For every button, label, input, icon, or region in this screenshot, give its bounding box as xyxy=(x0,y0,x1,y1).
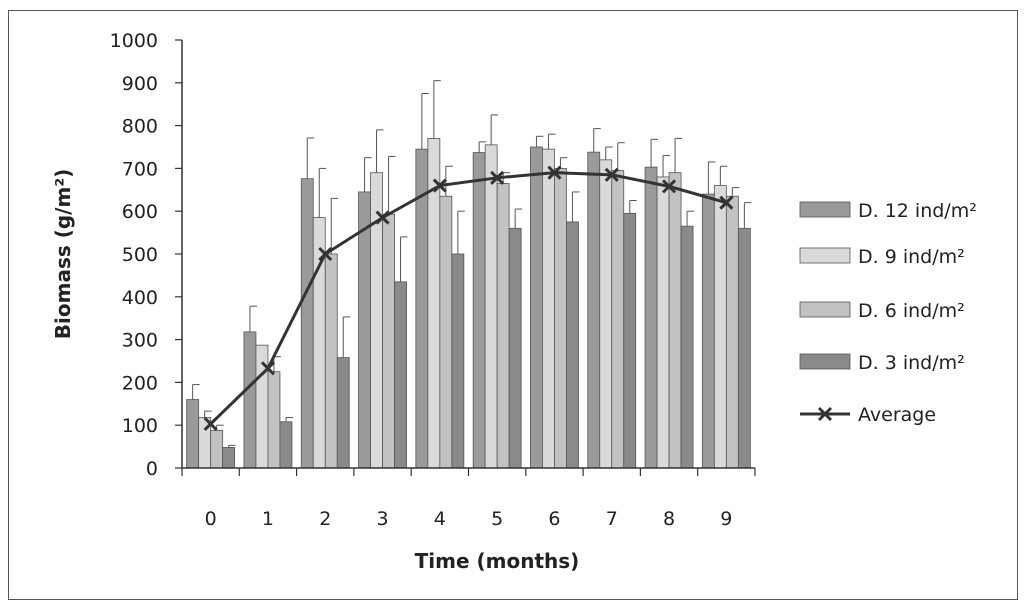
bar-s3-m9 xyxy=(725,195,739,469)
y-tick-label: 900 xyxy=(122,73,158,95)
x-tick-label: 4 xyxy=(434,508,446,530)
bar-s1-m6 xyxy=(530,146,543,469)
bar-s3-m6 xyxy=(554,167,567,469)
bar-s4-m9 xyxy=(737,227,751,469)
x-tick-label: 9 xyxy=(720,508,732,530)
average-line xyxy=(209,171,727,425)
bar-s2-m9 xyxy=(713,185,727,469)
average-marker-m1 xyxy=(260,361,276,376)
average-marker-m6 xyxy=(547,165,562,180)
bar-s3-m5 xyxy=(496,182,510,469)
bar-s4-m2 xyxy=(336,357,350,469)
legend-swatch-s4 xyxy=(799,353,851,370)
bar-s3-m0 xyxy=(210,429,224,469)
average-line-layer xyxy=(203,165,734,431)
bar-s2-m6 xyxy=(542,148,555,469)
legend-swatch-s3 xyxy=(799,301,851,318)
x-tick-label: 5 xyxy=(491,508,503,530)
legend-label-s2: D. 9 ind/m² xyxy=(858,246,965,268)
y-tick-label: 600 xyxy=(122,201,158,223)
average-marker-m5 xyxy=(490,170,505,185)
legend-label-s1: D. 12 ind/m² xyxy=(858,200,977,222)
average-marker-m8 xyxy=(661,179,677,194)
legend-label-average: Average xyxy=(858,404,936,426)
legend-label-s3: D. 6 ind/m² xyxy=(858,300,965,322)
x-tick-label: 1 xyxy=(262,508,274,530)
bar-s3-m1 xyxy=(267,371,281,469)
average-marker-m7 xyxy=(604,167,619,182)
bar-s4-m1 xyxy=(279,421,293,469)
average-marker-m2 xyxy=(318,246,333,262)
legend-marker-average xyxy=(817,406,833,422)
y-tick-label: 100 xyxy=(122,415,158,437)
bar-s1-m8 xyxy=(644,166,658,469)
bar-s4-m5 xyxy=(508,227,522,469)
bar-s3-m3 xyxy=(382,213,395,469)
legend: D. 12 ind/m² D. 9 ind/m² D. 6 ind/m² D. 3 i… xyxy=(799,200,977,426)
average-marker-m3 xyxy=(375,210,390,225)
bar-s4-m6 xyxy=(566,221,579,469)
x-tick-label: 0 xyxy=(205,508,217,530)
bar-s2-m5 xyxy=(484,144,498,469)
y-tick-label: 500 xyxy=(122,244,158,266)
bar-s1-m2 xyxy=(300,178,314,469)
x-tick-label: 3 xyxy=(377,508,389,530)
bar-s4-m3 xyxy=(394,281,407,469)
bar-s3-m2 xyxy=(324,253,338,469)
y-tick-label: 1000 xyxy=(110,30,158,52)
y-tick-label: 800 xyxy=(122,116,158,138)
bar-s4-m7 xyxy=(623,212,637,469)
bar-s1-m5 xyxy=(472,152,486,469)
x-tick-label: 6 xyxy=(548,508,560,530)
legend-label-s4: D. 3 ind/m² xyxy=(858,352,965,374)
bar-s4-m8 xyxy=(680,225,694,469)
x-axis-title: Time (months) xyxy=(415,549,580,573)
y-axis-title: Biomass (g/m²) xyxy=(51,169,75,339)
average-marker-m0 xyxy=(203,416,218,431)
bar-s3-m4 xyxy=(439,195,453,469)
y-tick-label: 200 xyxy=(122,372,158,394)
y-tick-label: 300 xyxy=(122,330,158,352)
x-tick-label: 7 xyxy=(606,508,618,530)
y-tick-label: 700 xyxy=(122,158,158,180)
bar-s1-m9 xyxy=(701,193,715,469)
bar-s3-m8 xyxy=(668,172,682,469)
bar-s1-m7 xyxy=(587,151,601,469)
bar-s1-m0 xyxy=(186,399,200,469)
bar-s4-m4 xyxy=(451,253,465,469)
legend-swatch-s1 xyxy=(799,201,851,218)
bar-s2-m7 xyxy=(599,159,613,469)
average-marker-m4 xyxy=(432,178,447,193)
bar-s2-m8 xyxy=(656,176,670,469)
bars-layer xyxy=(186,80,752,469)
average-marker-m9 xyxy=(719,195,734,210)
y-tick-label: 0 xyxy=(146,458,158,480)
y-tick-label: 400 xyxy=(122,287,158,309)
x-tick-label: 2 xyxy=(319,508,331,530)
bar-s1-m1 xyxy=(243,331,257,469)
bar-s4-m0 xyxy=(222,447,236,469)
x-tick-label: 8 xyxy=(663,508,675,530)
ticks-layer: 0 100 200 300 400 500 600 700 800 900 1000 0 1 2 3 4 5 6 7… xyxy=(110,30,756,530)
bar-s3-m7 xyxy=(611,170,625,469)
legend-swatch-s2 xyxy=(799,247,851,264)
